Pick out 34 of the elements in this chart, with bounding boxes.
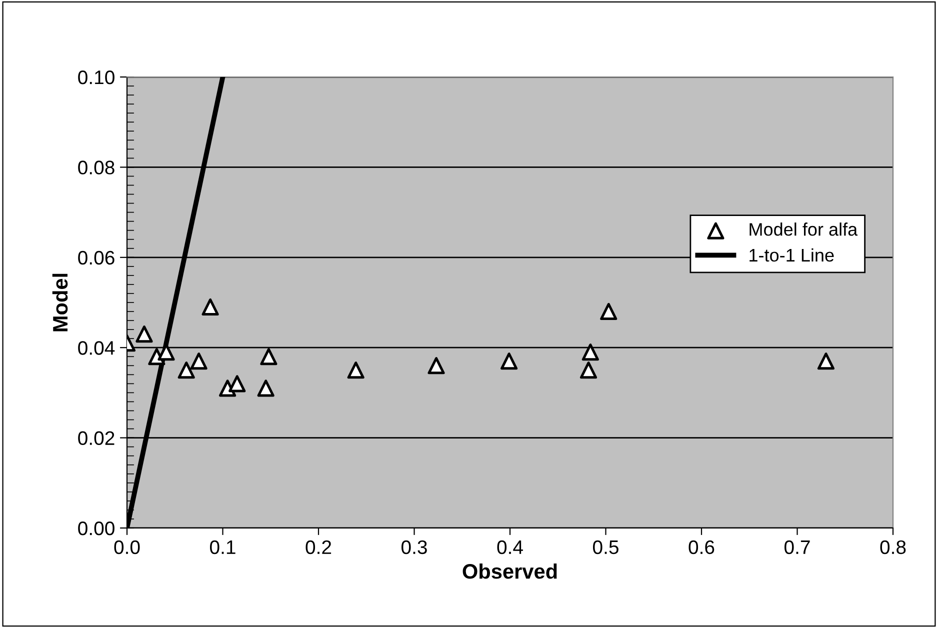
y-axis-title: Model	[52, 274, 68, 332]
x-axis-title: Observed	[462, 563, 557, 579]
x-tick-label: 0.1	[210, 540, 236, 554]
x-tick-label: 0.5	[592, 540, 618, 554]
point	[228, 375, 246, 392]
point	[202, 298, 219, 316]
point	[260, 348, 278, 366]
x-tick-label: 0.8	[880, 540, 906, 554]
x-tick-label: 0.7	[784, 540, 810, 554]
x-tick-label: 0.2	[306, 540, 332, 554]
x-tick-label: 0.6	[688, 540, 714, 554]
point	[500, 352, 518, 370]
x-tick-label: 0.3	[401, 540, 427, 554]
x-tick-label: 0.4	[497, 540, 523, 554]
y-tick-label: 0.06	[78, 250, 114, 265]
x-tick-label: 0.0	[114, 540, 140, 554]
y-tick-label: 0.08	[78, 160, 114, 174]
y-tick-label: 0.02	[78, 431, 114, 446]
point	[580, 362, 598, 379]
point	[257, 380, 274, 397]
y-tick-label: 0.00	[78, 521, 114, 536]
y-tick-label: 0.10	[78, 70, 114, 84]
point	[600, 302, 618, 320]
point	[347, 362, 364, 379]
point	[817, 352, 835, 370]
point	[136, 326, 153, 343]
point	[190, 352, 208, 370]
legend-label: Model for alfa	[750, 222, 858, 236]
legend-label: 1-to-1 Line	[750, 248, 834, 262]
point	[582, 344, 599, 361]
point	[158, 344, 175, 361]
y-tick-label: 0.04	[78, 341, 115, 355]
point	[428, 357, 445, 374]
point	[178, 362, 195, 379]
